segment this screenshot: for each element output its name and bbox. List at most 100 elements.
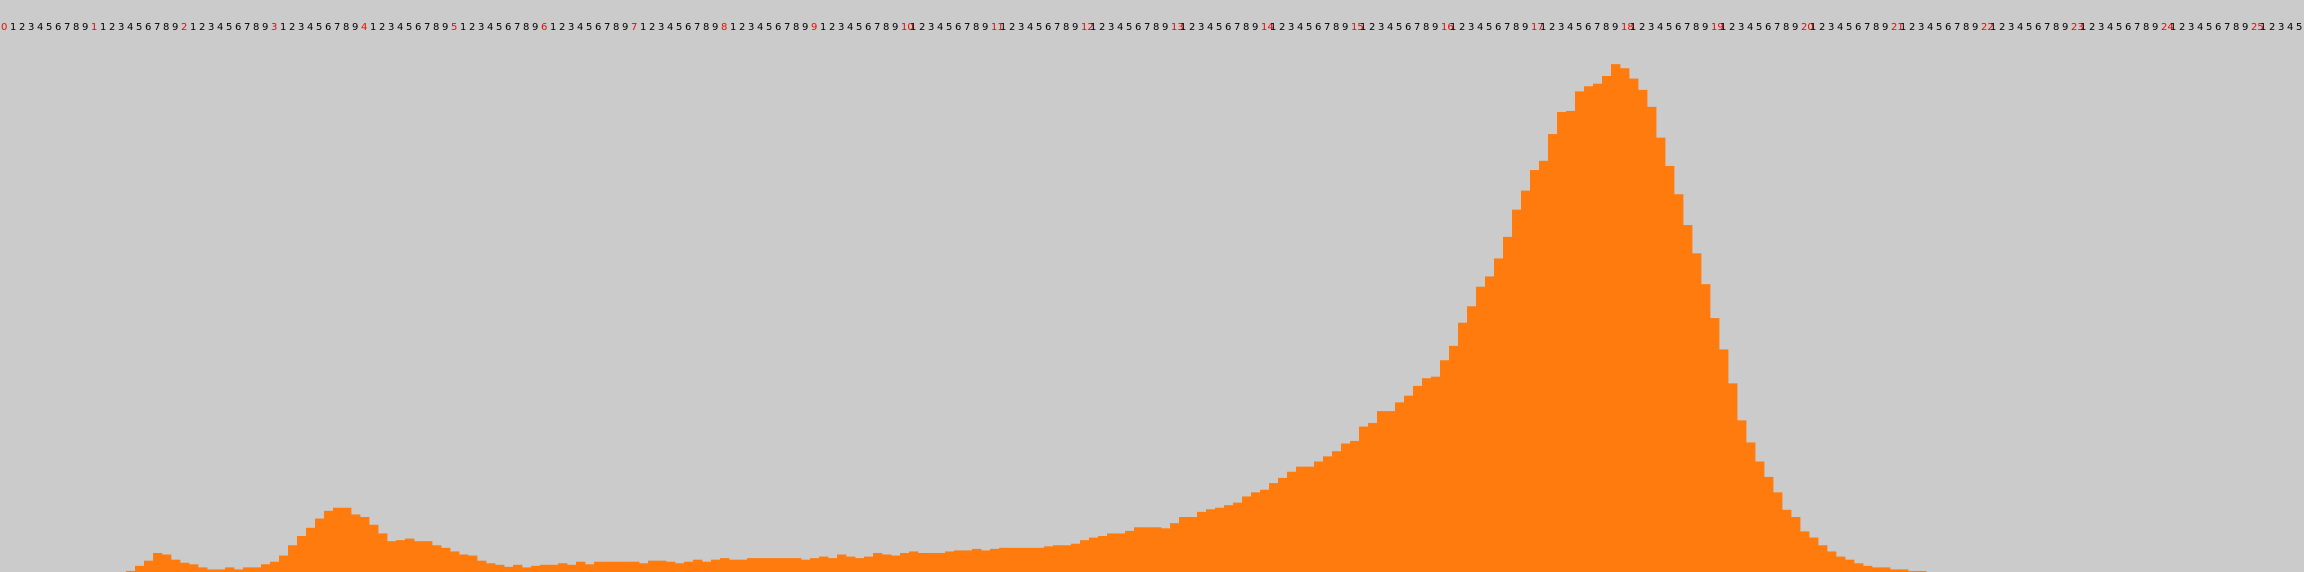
x-tick-label: 5 <box>676 22 682 33</box>
x-tick-label: 7 <box>1864 22 1870 33</box>
histogram-bar <box>1440 360 1450 572</box>
histogram-bar <box>765 558 775 572</box>
x-tick-label: 7 <box>2134 22 2140 33</box>
x-tick-label-decade: 6 <box>541 22 547 33</box>
x-tick-label: 4 <box>1477 22 1483 33</box>
x-tick-label: 6 <box>1135 22 1141 33</box>
x-tick-label: 8 <box>1423 22 1429 33</box>
histogram-bar <box>1557 111 1567 572</box>
x-tick-label: 3 <box>1288 22 1294 33</box>
x-tick-label: 9 <box>982 22 988 33</box>
histogram-bar <box>1494 258 1504 572</box>
x-tick-label: 9 <box>442 22 448 33</box>
x-tick-label-decade: 15 <box>1351 22 1364 33</box>
histogram-bar <box>1836 556 1846 572</box>
x-tick-label: 8 <box>343 22 349 33</box>
histogram-bar <box>135 565 145 572</box>
histogram-bar <box>1476 286 1486 572</box>
x-tick-label: 1 <box>10 22 16 33</box>
x-tick-label: 8 <box>1783 22 1789 33</box>
x-tick-label: 9 <box>2242 22 2248 33</box>
x-tick-label-decade: 23 <box>2071 22 2084 33</box>
histogram-bar <box>1134 527 1144 572</box>
histogram-bar <box>1125 530 1135 572</box>
histogram-bar <box>171 559 181 572</box>
x-tick-label: 2 <box>469 22 475 33</box>
x-tick-label: 5 <box>2296 22 2302 33</box>
x-tick-label: 5 <box>1486 22 1492 33</box>
x-tick-label: 5 <box>586 22 592 33</box>
x-tick-label: 6 <box>955 22 961 33</box>
histogram-bar <box>990 548 1000 572</box>
histogram-bar <box>1908 570 1918 572</box>
histogram-bar <box>1530 170 1540 572</box>
x-tick-label: 1 <box>2170 22 2176 33</box>
x-tick-label: 1 <box>910 22 916 33</box>
x-tick-label: 1 <box>1270 22 1276 33</box>
x-tick-label: 9 <box>1972 22 1978 33</box>
x-tick-label: 6 <box>235 22 241 33</box>
x-tick-label: 5 <box>856 22 862 33</box>
histogram-bar <box>846 556 856 572</box>
histogram-bar <box>1350 440 1360 572</box>
histogram-bar <box>405 538 415 572</box>
histogram-bar <box>873 552 883 572</box>
x-tick-label: 2 <box>1279 22 1285 33</box>
x-tick-label: 2 <box>559 22 565 33</box>
x-tick-label: 6 <box>1495 22 1501 33</box>
histogram-bar <box>648 560 658 572</box>
x-tick-label-decade: 18 <box>1621 22 1634 33</box>
x-tick-label-decade: 1 <box>91 22 97 33</box>
x-tick-label: 1 <box>190 22 196 33</box>
x-tick-label: 4 <box>1117 22 1123 33</box>
x-tick-label-decade: 25 <box>2251 22 2264 33</box>
histogram-bar <box>1008 547 1018 572</box>
x-tick-label: 6 <box>1945 22 1951 33</box>
x-tick-label: 9 <box>1792 22 1798 33</box>
x-tick-label: 4 <box>127 22 133 33</box>
histogram-bar <box>774 558 784 572</box>
x-tick-label: 8 <box>793 22 799 33</box>
histogram-bar <box>612 561 622 572</box>
x-tick-label: 7 <box>64 22 70 33</box>
x-tick-label: 2 <box>1099 22 1105 33</box>
x-tick-label: 1 <box>2260 22 2266 33</box>
histogram-bar <box>918 552 928 572</box>
histogram-bar <box>162 554 172 572</box>
x-tick-label: 4 <box>937 22 943 33</box>
x-tick-label: 1 <box>1990 22 1996 33</box>
histogram-bar <box>540 564 550 572</box>
histogram-bar <box>900 552 910 572</box>
x-tick-label-decade: 7 <box>631 22 637 33</box>
x-tick-label: 4 <box>1297 22 1303 33</box>
x-tick-label: 4 <box>2287 22 2293 33</box>
x-tick-label: 4 <box>757 22 763 33</box>
x-tick-label: 7 <box>1594 22 1600 33</box>
x-tick-label: 9 <box>82 22 88 33</box>
x-tick-label: 3 <box>1018 22 1024 33</box>
histogram-bar <box>1917 570 1927 572</box>
histogram-bar <box>504 566 514 572</box>
histogram-bar <box>360 517 370 572</box>
x-tick-label: 9 <box>1342 22 1348 33</box>
histogram-bar <box>1647 106 1657 572</box>
histogram-bar <box>702 561 712 572</box>
x-tick-label: 9 <box>1882 22 1888 33</box>
x-tick-label: 2 <box>109 22 115 33</box>
histogram-bar <box>468 555 478 572</box>
histogram-bar <box>1296 466 1306 572</box>
histogram-bar <box>729 559 739 572</box>
x-tick-label: 2 <box>1369 22 1375 33</box>
histogram-bar <box>1251 492 1261 572</box>
x-tick-label: 3 <box>2098 22 2104 33</box>
x-tick-label: 7 <box>1234 22 1240 33</box>
x-tick-label: 6 <box>865 22 871 33</box>
x-tick-label: 8 <box>73 22 79 33</box>
histogram-bar <box>738 559 748 572</box>
x-tick-label: 2 <box>739 22 745 33</box>
histogram-bar <box>1332 451 1342 572</box>
x-tick-label: 1 <box>100 22 106 33</box>
histogram-bar <box>288 545 298 572</box>
x-tick-label: 4 <box>667 22 673 33</box>
